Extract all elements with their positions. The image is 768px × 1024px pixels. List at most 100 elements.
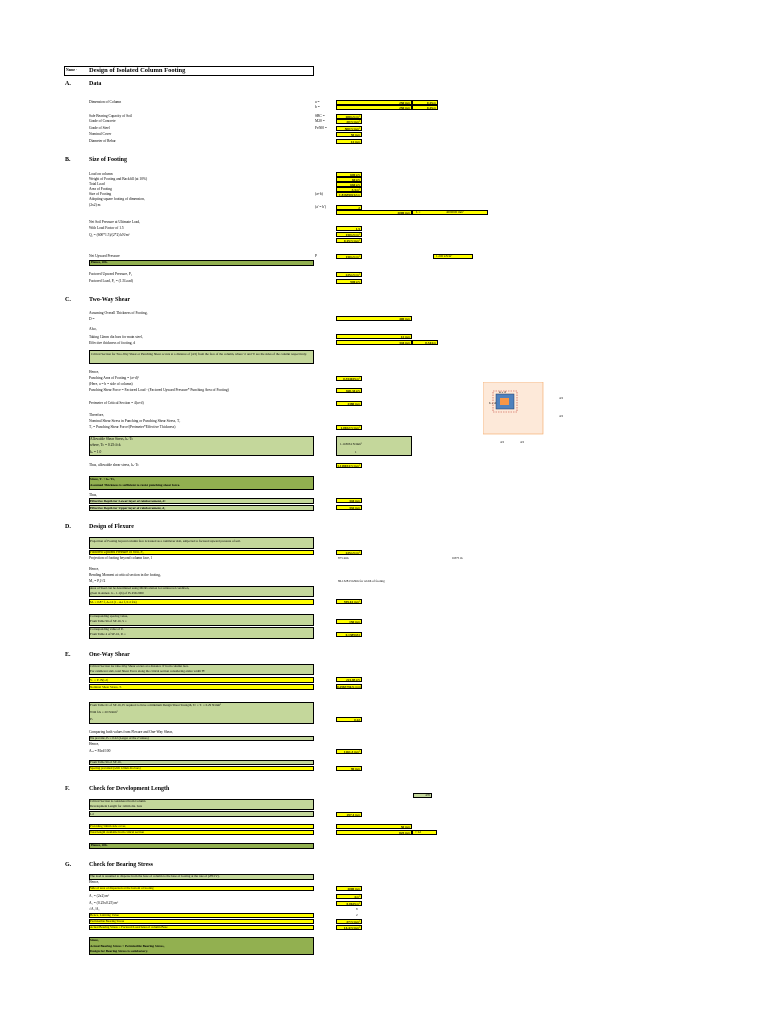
section-b-title: Size of Footing <box>89 157 127 163</box>
section-b-letter: B. <box>65 157 71 163</box>
ld-value: 297.4mm <box>336 812 362 817</box>
bm-value: 86.132813 kNm for width of footing <box>338 579 385 583</box>
section-a-letter: A. <box>65 81 71 87</box>
adopt-note-symbol: L = <box>416 210 421 214</box>
since-g-box <box>89 937 314 955</box>
comp-2: We provide, Pₜ = 0.22 (Larger of the 2 v… <box>90 736 149 740</box>
thus-2-label: Thus, <box>89 493 98 497</box>
steel-value: 500N/mm² <box>336 126 362 131</box>
adopt-value-mm: 2000mm <box>336 210 412 215</box>
allowable-value-box <box>336 436 412 456</box>
upward-label: Net Upward Pressure <box>89 254 120 258</box>
eff-upper-label: Effective Depth for Upper layer of reinf… <box>90 505 166 510</box>
crit-e-2: For cantilever slab, total Shear Force a… <box>90 669 205 673</box>
perm-label: Permissible Bearing Stress <box>90 919 125 923</box>
fup-d-row <box>89 550 314 555</box>
total-load-label: Total Load <box>89 182 105 186</box>
factored-upward-value: 225kN/m² <box>336 272 362 277</box>
limit-value: 2 <box>356 913 358 917</box>
spacing-label-1: Corresponding spacing value, <box>90 614 128 618</box>
bm-formula: Mᵤ = Pᵤl²/2 <box>89 579 106 583</box>
tab-e-2: With fck = 20 N/mm² <box>90 710 118 714</box>
devlen-label: Development Length for 12mm dia. bars <box>90 804 143 808</box>
avail-value: 825mm <box>336 830 412 835</box>
tab-e-1: From Table 61 of SP-16, Pt required to h… <box>90 703 222 707</box>
net-formula: Qᵤ = (600*1.5)/(2*2) kN/m² <box>89 233 130 237</box>
punch-force-label: Punching Shear Force = Factored Load - (… <box>89 388 229 392</box>
diagram-d2-right-1: d/2 <box>559 396 564 400</box>
title-prefix: Name - <box>66 68 78 72</box>
concrete-label: Grade of Concrete <box>89 119 116 123</box>
sp-2-box <box>89 766 314 771</box>
spacing-value: 150mm <box>336 619 362 624</box>
devlen-crit: Critical Section is considered from Colu… <box>90 799 146 803</box>
hence-c: Hence, <box>89 370 100 374</box>
avail-box <box>89 830 314 835</box>
a2-value: 0.0625m² <box>336 901 362 906</box>
cover-f-label: Providing 50mm side cover, <box>90 824 126 828</box>
a1-value: 4m² <box>336 894 362 899</box>
eff-lower-box <box>89 498 314 504</box>
section-f-title: Check for Development Length <box>89 786 170 792</box>
net-label-2: With Load Factor of 1.5 <box>89 226 124 230</box>
weight-value: 60kN <box>336 177 362 182</box>
adopt-value-m: 2 <box>336 205 362 210</box>
eff-thickness-value: 344mm <box>336 340 412 345</box>
steel-symbol: Fe500 = <box>315 126 327 130</box>
bm-label: Bending Moment at critical section in th… <box>89 573 161 577</box>
eff-thickness-m: 0.344m <box>412 340 438 345</box>
concrete-value: 20N/mm² <box>336 119 362 124</box>
eff-thickness-label: Effective thickness of footing, d <box>89 341 136 345</box>
hence-ok-b: Hence, OK. <box>89 260 314 266</box>
avail-note: > Ld <box>412 830 437 835</box>
since-g-1: Since, <box>90 938 99 942</box>
pt-label-1: Corresponding value of Pₜ <box>90 627 124 631</box>
adopt-note-value: 4000000 mm² <box>446 210 464 214</box>
diagram-d2-right-2: d/2 <box>559 414 564 418</box>
section-g-title: Check for Bearing Stress <box>89 862 153 868</box>
label-a-plus-d: a + d <box>499 390 506 394</box>
perimeter-value: 2380mm <box>336 401 362 406</box>
hence-ok-f: Hence, OK. <box>89 843 314 849</box>
hence-d: Hence, <box>89 567 100 571</box>
size-value: 1.816590212m <box>336 192 362 197</box>
taking-value: 12mm <box>336 334 412 339</box>
spacing-box <box>89 614 314 626</box>
area-value: 3.3m² <box>336 187 362 192</box>
avail-label: Total length available from critical sec… <box>90 830 145 834</box>
dimension-label: Dimension of Column <box>89 100 122 104</box>
allowable-box <box>89 436 314 456</box>
devlen-small-box: 470 <box>413 793 432 798</box>
area-note-1: Area of Steel can be determined using MO… <box>90 586 190 590</box>
punch-force-value: 820.34kN <box>336 388 362 393</box>
net-label-1: Net Soil Pressure at Ultimate Load, <box>89 220 141 224</box>
size-label: Size of Footing <box>89 192 112 196</box>
a-value: 250mm <box>336 100 412 105</box>
allowable-label-3: kₛ = 1.0 <box>90 450 102 454</box>
since-g-2: Actual Bearing Stress < Permissible Bear… <box>90 944 165 948</box>
rebar-value: 12mm <box>336 139 362 144</box>
ns-value: 0.2983796N/mm² <box>336 684 362 689</box>
section-e-letter: E. <box>65 652 71 658</box>
comp-1: Comparing both values from Flexure and O… <box>89 730 173 734</box>
since-c-2: Assumed Thickness is sufficient to resis… <box>90 483 181 487</box>
thus-value: 1.118034N/mm² <box>336 463 362 468</box>
section-c-letter: C. <box>65 297 71 303</box>
limit-label: Hence, Limiting Value <box>90 913 119 917</box>
area-label: Area of Footing <box>89 187 112 191</box>
sp-1: From Table 96 of SP-16, <box>90 760 122 764</box>
sbc-label: Safe Bearing Capacity of Soil <box>89 114 132 118</box>
diagram-d2-bottom-2: d/2 <box>520 440 525 444</box>
perm-value: 27N/mm² <box>336 919 362 924</box>
factored-upward-label: Factored Upward Pressure, Pᵤ <box>89 272 133 276</box>
punch-area-label: Punching Area of Footing = (a+d)² <box>89 376 139 380</box>
therefore-label: Therefore, <box>89 413 105 417</box>
vu-value: 221.85kN <box>336 677 362 682</box>
label-b-plus-d: b + d <box>489 401 496 405</box>
ratio-label: √A₁/A₂ <box>89 907 100 911</box>
side-box <box>89 886 314 891</box>
allowable-value: 1.118034 N/mm² <box>340 442 362 446</box>
load-value: 600kN <box>336 172 362 177</box>
size-symbol: (a+b) <box>315 192 323 196</box>
concrete-symbol: M20 = <box>315 119 325 123</box>
